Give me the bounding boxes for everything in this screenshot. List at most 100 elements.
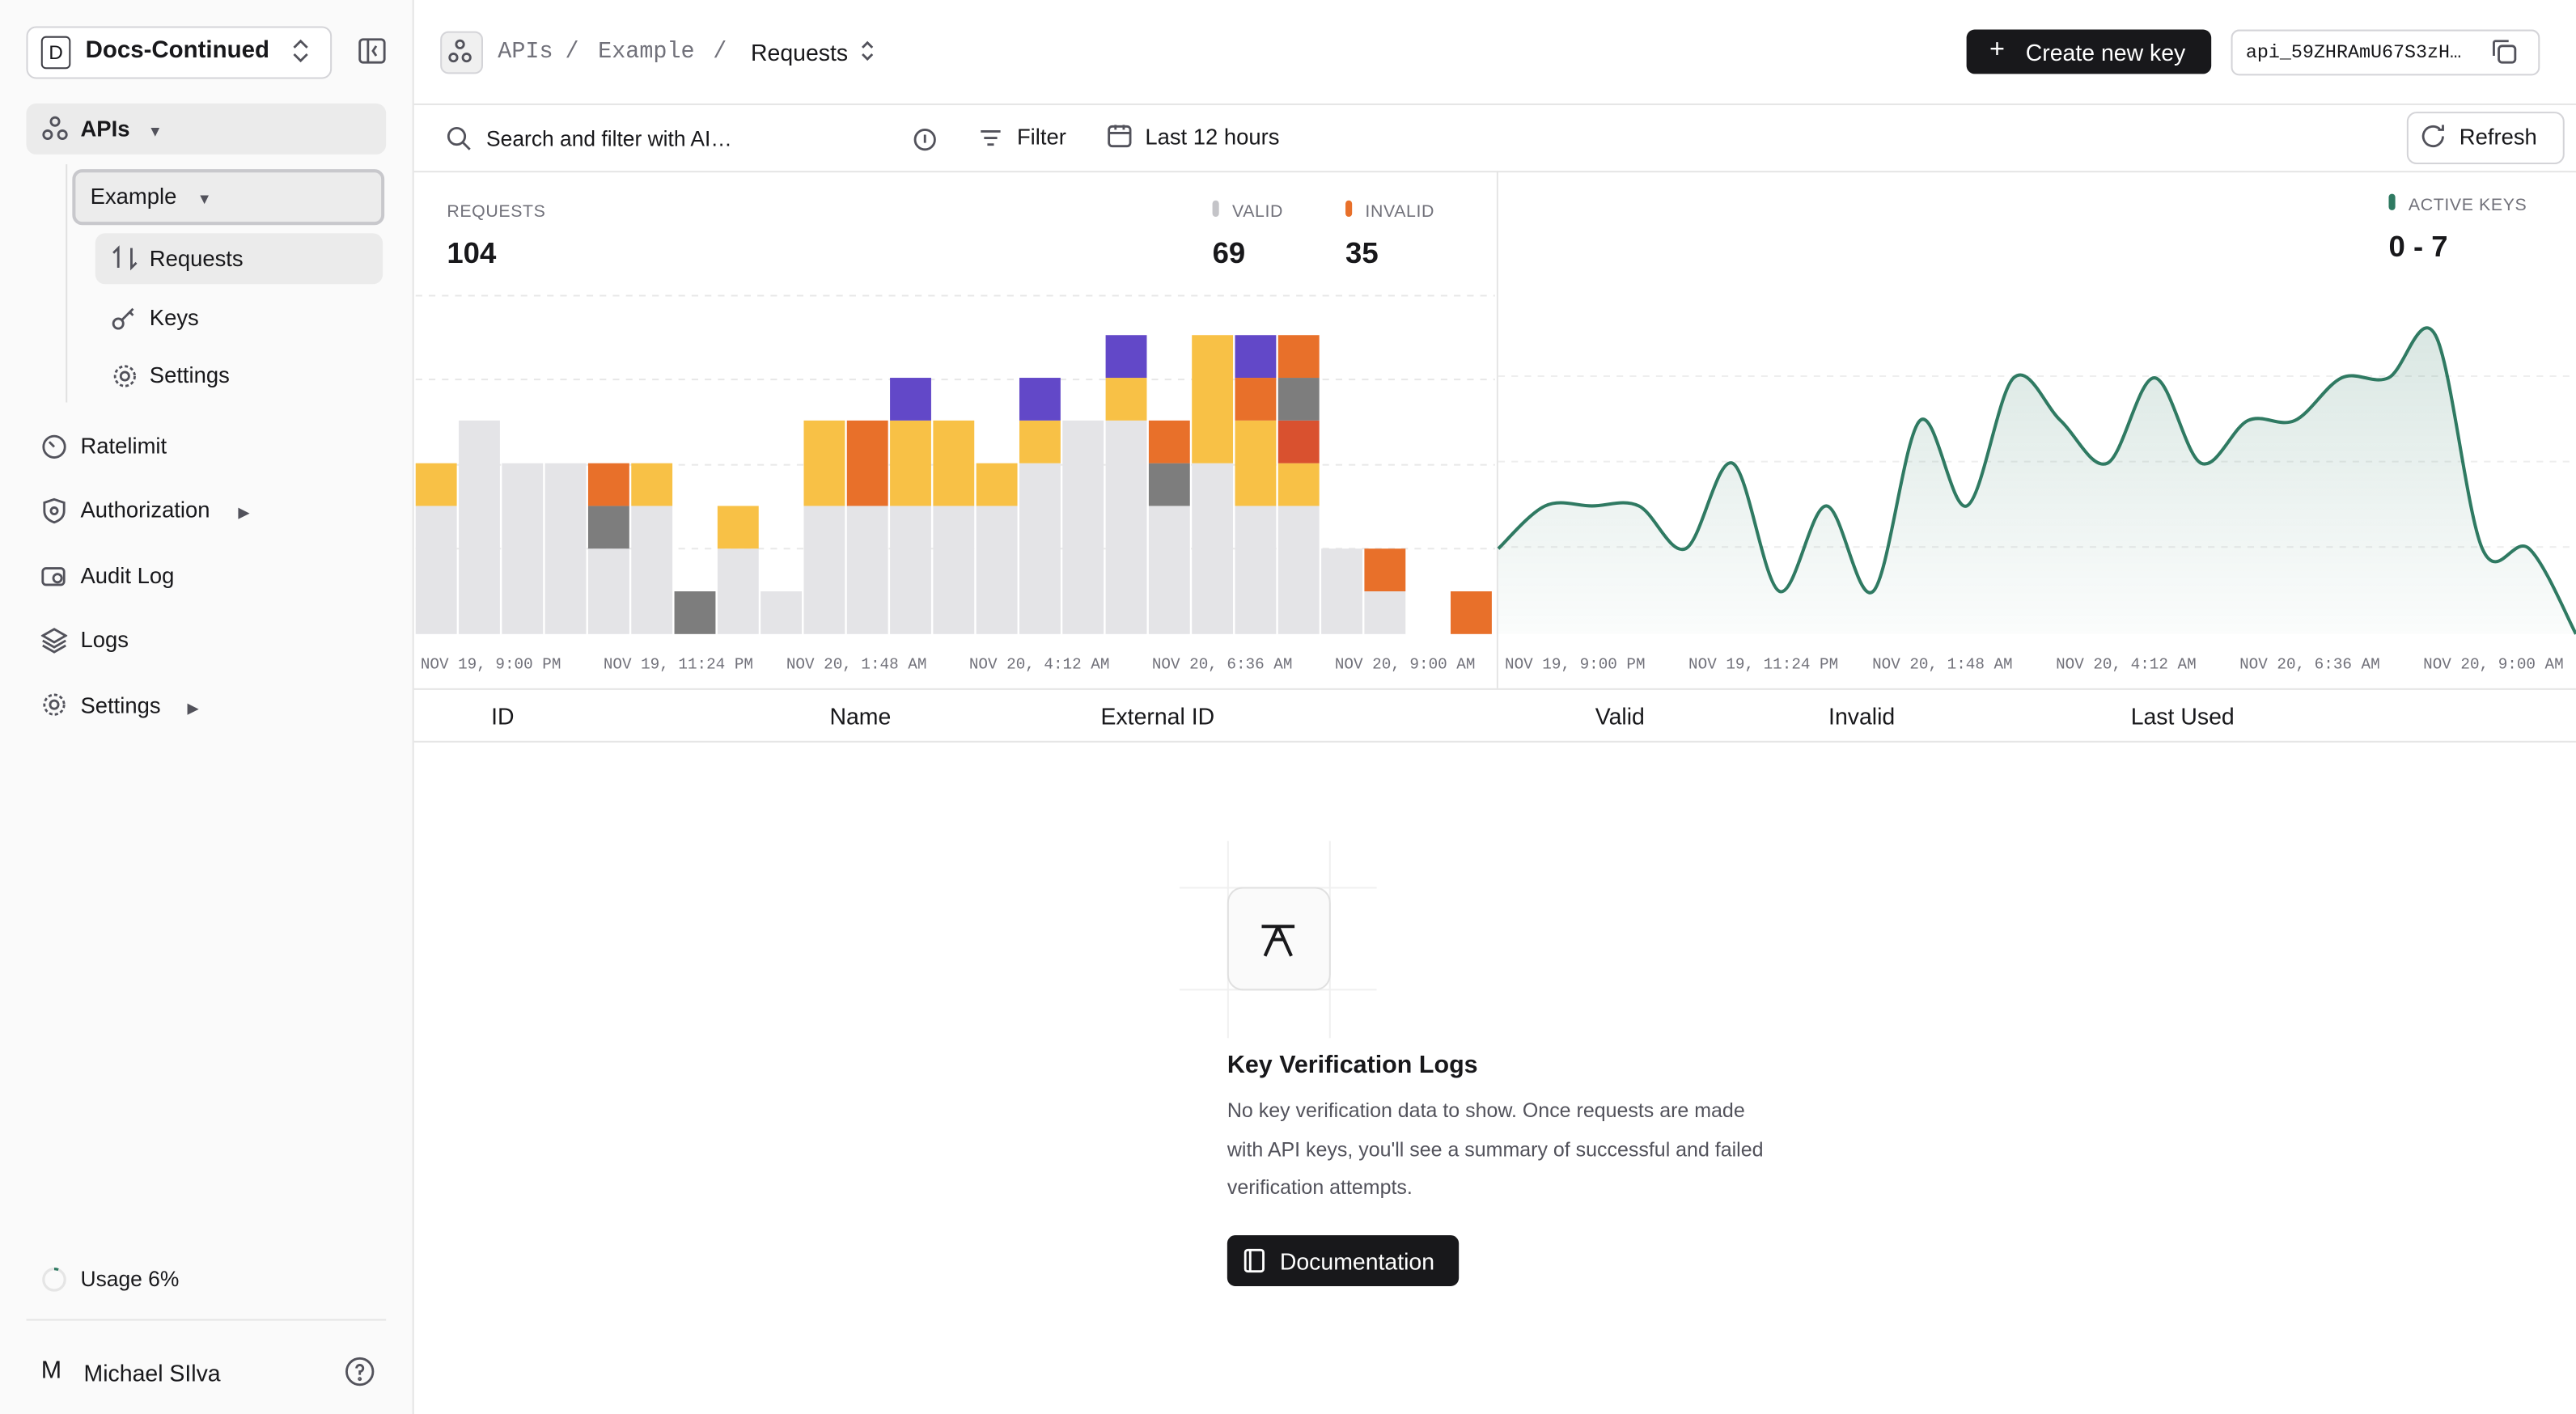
search-input[interactable]: Search and filter with AI…	[486, 126, 732, 151]
legend-swatch	[2388, 193, 2396, 210]
nav-requests-bg[interactable]	[95, 233, 383, 285]
copy-icon[interactable]	[2492, 40, 2517, 64]
nav-active[interactable]	[26, 103, 387, 155]
bar-segment	[1019, 420, 1061, 464]
user-name[interactable]: Michael SIlva	[83, 1360, 221, 1386]
create-key-label: Create new key	[2025, 39, 2186, 66]
x-tick-label: NOV 20, 6:36 AM	[1152, 655, 1293, 673]
divider	[26, 1319, 387, 1321]
empty-title: Key Verification Logs	[1227, 1051, 1478, 1080]
breadcrumb-current[interactable]: Requests	[750, 39, 849, 66]
bar-segment	[976, 463, 1018, 506]
nav-keys[interactable]: Keys	[149, 305, 199, 331]
workspace-switcher[interactable]	[26, 26, 333, 79]
caret: ▶	[187, 700, 199, 717]
bar-segment	[933, 420, 975, 506]
calendar-icon	[1108, 125, 1132, 148]
documentation-button[interactable]	[1227, 1235, 1460, 1286]
nav-logs[interactable]: Logs	[80, 627, 129, 653]
user-initial: M	[40, 1357, 62, 1385]
bar-segment	[674, 591, 716, 634]
line	[1497, 326, 2576, 635]
bar-segment	[587, 506, 629, 549]
nav-example-box[interactable]	[72, 169, 385, 226]
separator: /	[565, 39, 579, 66]
nav-audit-log[interactable]: Audit Log	[80, 563, 175, 588]
apis-icon	[42, 116, 68, 141]
chart-title: ACTIVE KEYS	[2408, 195, 2527, 216]
column-header[interactable]: Invalid	[1828, 703, 1896, 730]
bar-segment	[1277, 463, 1320, 506]
bar-segment	[1105, 420, 1147, 634]
create-key-button[interactable]	[1966, 29, 2212, 74]
nav-example[interactable]: Example	[90, 184, 177, 209]
x-tick-label: NOV 20, 1:48 AM	[786, 655, 927, 673]
breadcrumb[interactable]: Example	[598, 39, 695, 66]
bar-segment	[1321, 548, 1362, 634]
authorization-icon	[43, 497, 66, 524]
column-header[interactable]: External ID	[1100, 703, 1215, 730]
nav-requests[interactable]: Requests	[149, 246, 244, 272]
bar-segment	[1235, 378, 1277, 421]
nav-settings[interactable]: Settings	[149, 362, 230, 388]
legend-value: 35	[1345, 236, 1379, 270]
bar-segment	[1192, 335, 1234, 464]
legend-label: VALID	[1231, 201, 1284, 222]
x-tick-label: NOV 19, 9:00 PM	[1505, 655, 1646, 673]
bar-segment	[1277, 506, 1320, 634]
ai-icon[interactable]	[912, 125, 938, 151]
bar-segment	[544, 463, 587, 634]
chevrons	[862, 40, 874, 61]
bar-segment	[846, 506, 888, 634]
bar-segment	[717, 548, 759, 634]
bar-segment	[587, 548, 629, 634]
bar-segment	[459, 420, 500, 634]
legend-label: INVALID	[1365, 201, 1435, 222]
usage-ring	[42, 1268, 66, 1292]
nav-ratelimit[interactable]: Ratelimit	[80, 434, 167, 459]
bar-segment	[803, 420, 845, 506]
filter-button[interactable]: Filter	[1016, 125, 1066, 150]
search-icon	[447, 126, 471, 150]
refresh-button[interactable]	[2406, 112, 2565, 165]
bar-segment	[415, 506, 457, 634]
audit-icon	[41, 567, 66, 586]
time-range[interactable]: Last 12 hours	[1145, 125, 1280, 150]
x-tick-label: NOV 19, 11:24 PM	[1688, 655, 1838, 673]
bar-segment	[631, 506, 673, 634]
workspace-initial: D	[40, 36, 71, 70]
collapse-icon[interactable]	[358, 38, 387, 64]
usage: Usage 6%	[80, 1266, 180, 1292]
divider	[413, 740, 2576, 743]
bar-segment	[1235, 506, 1277, 634]
api-id-box	[2231, 29, 2540, 76]
column-header[interactable]: Last Used	[2130, 703, 2235, 730]
bar-segment	[1148, 506, 1190, 634]
book-icon	[1244, 1248, 1265, 1273]
bar-segment	[1019, 378, 1061, 421]
column-header[interactable]: Name	[829, 703, 892, 730]
bar-segment	[587, 463, 629, 506]
area	[1498, 328, 2576, 634]
api-icon	[448, 39, 472, 63]
bar-segment	[1105, 378, 1147, 421]
breadcrumb[interactable]: APIs	[498, 39, 553, 66]
nav-settings[interactable]: Settings	[80, 692, 161, 718]
column-header[interactable]: Valid	[1595, 703, 1645, 730]
x-tick-label: NOV 20, 1:48 AM	[1872, 655, 2013, 673]
empty-icon-frame	[1179, 840, 1377, 1039]
column-header[interactable]: ID	[491, 703, 515, 730]
bar-segment	[933, 506, 975, 634]
nav-apis[interactable]: APIs	[80, 116, 130, 142]
bar-segment	[1451, 591, 1492, 634]
bar-segment	[1148, 420, 1190, 464]
caret: ▼	[147, 123, 163, 140]
bar-segment	[1019, 463, 1061, 634]
bar-segment	[717, 506, 759, 549]
filter-icon	[981, 130, 1001, 146]
nav-authorization[interactable]: Authorization	[80, 497, 210, 523]
tree-line	[66, 164, 68, 403]
help-icon[interactable]	[345, 1357, 375, 1386]
